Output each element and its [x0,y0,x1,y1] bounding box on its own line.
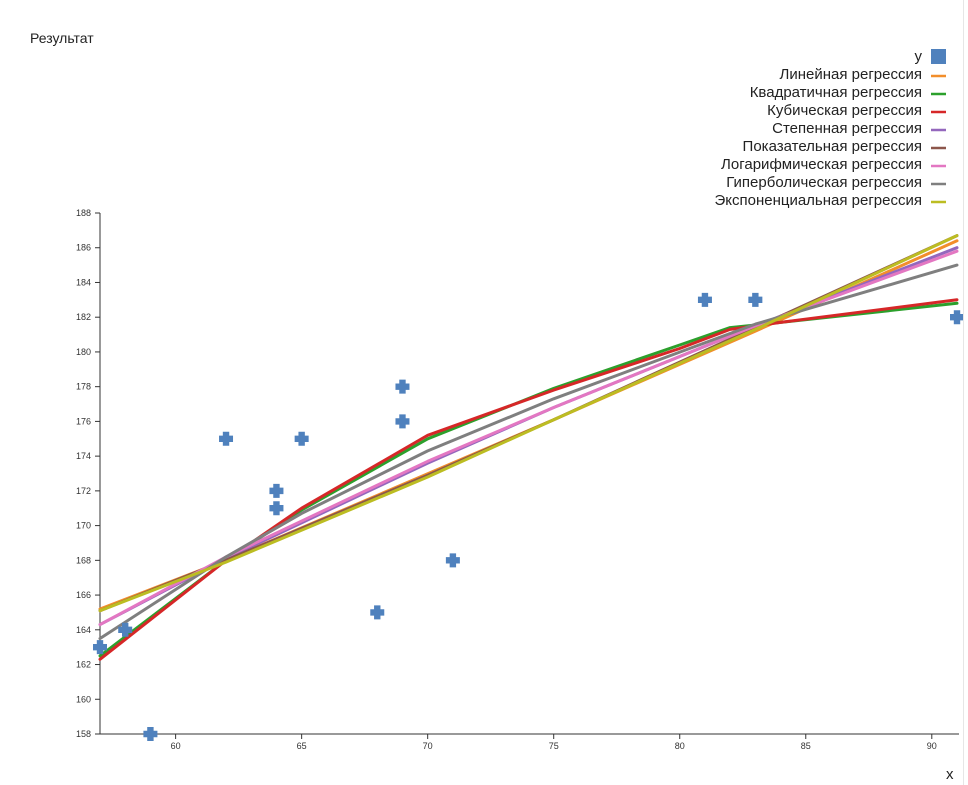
frame-border [963,0,964,785]
data-point [118,622,133,637]
y-tick-label: 166 [76,590,91,600]
y-tick-label: 170 [76,521,91,531]
y-tick-label: 168 [76,555,91,565]
scatter-points [93,292,964,741]
x-tick-label: 65 [297,741,307,751]
data-point [269,483,284,498]
series-line [98,301,959,658]
x-tick-label: 80 [675,741,685,751]
y-tick-label: 188 [76,208,91,218]
y-tick-label: 164 [76,625,91,635]
x-tick-label: 60 [171,741,181,751]
y-tick-label: 186 [76,243,91,253]
data-point [950,310,964,325]
y-tick-label: 178 [76,382,91,392]
y-tick-label: 184 [76,277,91,287]
y-tick-label: 176 [76,416,91,426]
x-tick-label: 75 [549,741,559,751]
y-tick-label: 172 [76,486,91,496]
legend-label: Гиперболическая регрессия [726,174,922,191]
y-tick-label: 158 [76,729,91,739]
page-title: Результат [30,30,94,46]
x-axis-label: x [946,766,954,783]
y-tick-label: 162 [76,660,91,670]
x-tick-label: 90 [927,741,937,751]
y-tick-label: 160 [76,694,91,704]
legend-label: Экспоненциальная регрессия [714,192,922,209]
legend-label: Показательная регрессия [743,138,922,155]
legend-label: Кубическая регрессия [767,102,922,119]
regression-lines [98,234,959,661]
series-line [98,234,959,613]
data-point [445,553,460,568]
legend-label: y [915,48,923,65]
data-point [93,640,107,655]
data-point [219,431,234,446]
x-tick-label: 70 [423,741,433,751]
series-line [98,298,959,661]
data-point [697,292,712,307]
legend-label: Квадратичная регрессия [750,84,922,101]
data-point [294,431,309,446]
legend-label: Логарифмическая регрессия [721,156,922,173]
y-tick-label: 182 [76,312,91,322]
legend-swatch [931,49,946,64]
x-tick-label: 85 [801,741,811,751]
legend-label: Линейная регрессия [780,66,923,83]
data-point [395,379,410,394]
data-point [143,727,158,741]
y-tick-label: 174 [76,451,91,461]
data-point [269,501,284,516]
series-line [98,263,959,640]
legend-label: Степенная регрессия [772,120,922,137]
data-point [370,605,385,620]
y-tick-label: 180 [76,347,91,357]
axes: 158 160 162 164 166 168 170 172 174 176 178 180 182 1… [76,208,959,751]
data-point [395,414,410,429]
data-point [748,292,763,307]
